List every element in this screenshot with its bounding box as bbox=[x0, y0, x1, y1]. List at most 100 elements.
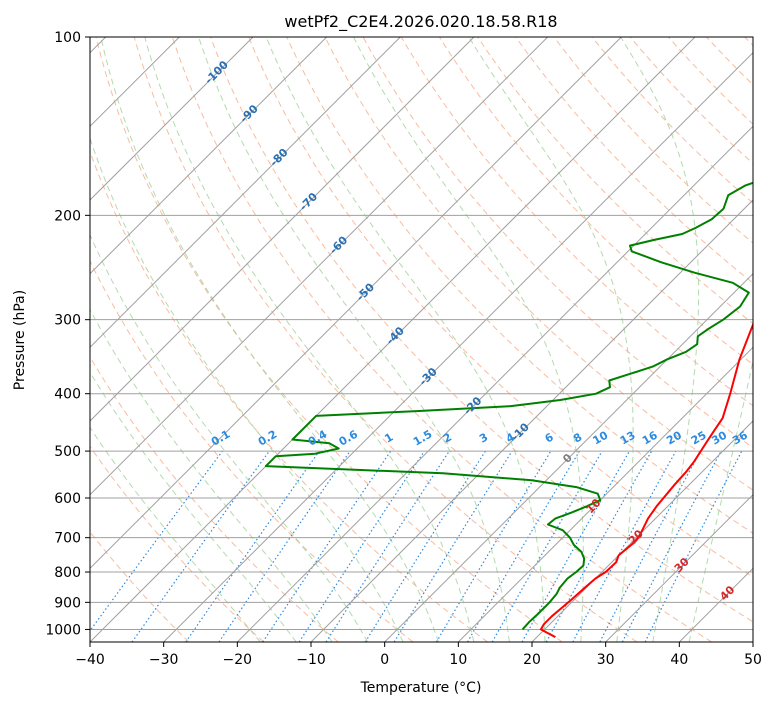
isotherm-line bbox=[90, 37, 622, 570]
y-axis: 100 200 300 400 500 600 700 800 900 1000 bbox=[45, 30, 90, 638]
x-tick-label: 10 bbox=[449, 652, 467, 668]
isotherm-line bbox=[236, 125, 753, 642]
x-tick-label: 0 bbox=[380, 652, 389, 668]
dry-adiabat bbox=[668, 37, 753, 125]
mixing-ratio-label: 2 bbox=[441, 431, 454, 446]
isotherm-label: -100 bbox=[202, 58, 231, 87]
x-tick-label: −40 bbox=[75, 652, 105, 668]
mixing-ratio-label: 1 bbox=[382, 431, 395, 446]
y-tick-label: 400 bbox=[54, 387, 81, 403]
y-tick-label: 1000 bbox=[45, 622, 81, 638]
y-tick-label: 600 bbox=[54, 491, 81, 507]
mixing-ratio-label: 30 bbox=[709, 428, 729, 447]
isotherm-line bbox=[90, 37, 475, 422]
moist-adiabat bbox=[144, 37, 475, 642]
moist-adiabat bbox=[688, 358, 753, 642]
mixing-ratio-line bbox=[364, 450, 486, 642]
isotherm-line bbox=[457, 346, 753, 642]
mixing-ratio-line bbox=[572, 450, 677, 642]
pressure-gridlines bbox=[90, 37, 753, 642]
mixing-ratio-label: 0.4 bbox=[306, 427, 330, 448]
mixing-ratio-line bbox=[131, 450, 270, 642]
moist-adiabat bbox=[265, 37, 546, 642]
mixing-ratio-label: 1.5 bbox=[411, 428, 434, 449]
moist-adiabat bbox=[620, 37, 700, 642]
dry-adiabat bbox=[210, 37, 753, 623]
isotherm-line bbox=[90, 37, 549, 496]
mixing-ratio-line bbox=[218, 450, 351, 642]
moist-adiabat bbox=[468, 37, 634, 642]
moist-adiabat bbox=[100, 37, 439, 642]
y-tick-label: 700 bbox=[54, 531, 81, 547]
isotherm-line bbox=[310, 199, 753, 642]
dry-adiabat bbox=[90, 259, 414, 642]
mixing-ratio-label: 16 bbox=[640, 428, 660, 447]
dry-adiabat bbox=[90, 150, 488, 642]
y-tick-label: 200 bbox=[54, 208, 81, 224]
y-tick-label: 300 bbox=[54, 313, 81, 329]
x-tick-label: 40 bbox=[670, 652, 688, 668]
dry-adiabat bbox=[324, 37, 753, 491]
isotherm-line bbox=[752, 641, 753, 642]
x-axis: −40 −30 −20 −10 0 10 20 30 40 50 bbox=[75, 642, 762, 668]
dry-adiabat bbox=[133, 37, 638, 642]
mixing-ratio-line bbox=[545, 450, 653, 642]
y-tick-label: 800 bbox=[54, 565, 81, 581]
isotherm-line bbox=[90, 37, 254, 201]
x-axis-label: Temperature (°C) bbox=[360, 680, 482, 696]
dry-adiabat bbox=[515, 37, 753, 284]
y-axis-label: Pressure (hPa) bbox=[12, 290, 28, 390]
isotherm-line bbox=[163, 51, 753, 642]
moist-adiabat bbox=[90, 371, 297, 642]
x-tick-label: 50 bbox=[744, 652, 762, 668]
moist-adiabat bbox=[90, 233, 369, 642]
sounding-series bbox=[264, 181, 753, 638]
mixing-ratio-label: 0.6 bbox=[337, 427, 361, 448]
mixing-ratio-line bbox=[262, 450, 392, 642]
isotherm-line bbox=[531, 420, 753, 642]
mixing-ratio-line bbox=[298, 450, 425, 642]
isotherm-label: 40 bbox=[717, 583, 737, 603]
mixing-ratio-line bbox=[325, 450, 450, 642]
mixing-ratio-label: 13 bbox=[618, 429, 638, 448]
dry-adiabat bbox=[744, 37, 753, 47]
isotherm-line bbox=[90, 37, 401, 349]
x-tick-label: −20 bbox=[223, 652, 253, 668]
y-tick-label: 500 bbox=[54, 444, 81, 460]
dry-adiabat bbox=[95, 37, 563, 642]
chart-title: wetPf2_C2E4.2026.020.18.58.R18 bbox=[284, 12, 557, 32]
dry-adiabat bbox=[706, 37, 753, 86]
dewpoint-line bbox=[264, 181, 753, 631]
x-tick-label: −30 bbox=[149, 652, 179, 668]
mixing-ratio-line bbox=[644, 450, 743, 642]
mixing-ratio-label: 0.2 bbox=[256, 428, 279, 449]
background-lines bbox=[90, 37, 753, 642]
x-tick-label: 20 bbox=[523, 652, 541, 668]
isotherm-label: -40 bbox=[384, 324, 407, 347]
mixing-ratio-line bbox=[599, 450, 702, 642]
x-tick-label: −10 bbox=[296, 652, 326, 668]
moist-adiabat bbox=[198, 37, 510, 642]
mixing-ratio-label: 3 bbox=[477, 431, 490, 446]
isotherm-line bbox=[90, 37, 696, 642]
isotherm-line bbox=[90, 37, 328, 275]
y-tick-label: 900 bbox=[54, 595, 81, 611]
mixing-ratio-line bbox=[185, 450, 320, 642]
mixing-ratio-line bbox=[521, 450, 631, 642]
isotherm-line bbox=[678, 567, 753, 642]
dry-adiabat bbox=[171, 37, 712, 642]
mixing-ratio-label: 8 bbox=[571, 431, 584, 446]
plot-frame bbox=[89, 36, 754, 643]
mixing-ratio-line bbox=[393, 450, 513, 642]
dry-adiabat bbox=[90, 445, 264, 642]
dry-adiabat bbox=[90, 356, 339, 642]
mixing-ratio-label: 10 bbox=[591, 428, 611, 447]
x-tick-label: 30 bbox=[597, 652, 615, 668]
dry-adiabat bbox=[90, 531, 190, 642]
mixing-ratio-label: 36 bbox=[730, 428, 750, 447]
dry-adiabat bbox=[286, 37, 753, 534]
mixing-ratio-line bbox=[90, 450, 223, 632]
moist-adiabat bbox=[90, 308, 333, 642]
isotherm-line bbox=[605, 493, 753, 642]
